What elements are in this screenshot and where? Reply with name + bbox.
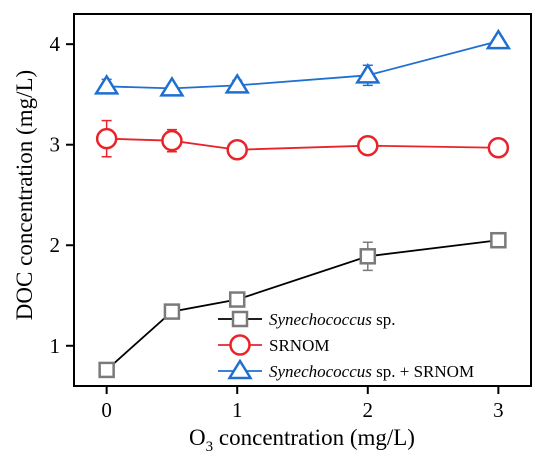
x-axis: 0 1 2 3 <box>101 386 504 422</box>
data-point-syn <box>490 231 507 249</box>
y-axis-label: DOC concentration (mg/L) <box>12 70 37 320</box>
data-point-syn <box>228 291 246 308</box>
legend-label-part: sp. + SRNOM <box>372 362 474 381</box>
data-point-srnom <box>357 134 379 157</box>
data-point-mix <box>224 73 250 94</box>
x-axis-label-prefix: O <box>189 425 206 450</box>
legend-item-srnom: SRNOM <box>218 334 329 356</box>
x-axis-label: O3 concentration (mg/L) <box>189 425 415 455</box>
y-tick-label: 3 <box>50 133 61 157</box>
plot-border <box>73 13 532 387</box>
series-syn <box>98 231 507 379</box>
series-line-mix <box>106 40 499 90</box>
series-layer <box>93 28 512 379</box>
legend-label-part: Synechococcus <box>269 362 372 381</box>
x-tick-label: 3 <box>493 398 504 422</box>
data-point-syn <box>98 361 115 379</box>
legend-label-part: SRNOM <box>269 336 329 355</box>
data-point-srnom <box>487 136 510 159</box>
legend-label-mix: Synechococcus sp. + SRNOM <box>269 362 474 381</box>
legend-marker-srnom <box>229 334 251 356</box>
data-point-syn <box>359 248 377 265</box>
legend-label-part: Synechococcus <box>269 310 372 329</box>
data-point-srnom <box>161 129 183 152</box>
y-tick-label: 4 <box>50 32 61 56</box>
x-tick-label: 1 <box>232 398 243 422</box>
y-tick-label: 1 <box>50 334 61 358</box>
x-axis-label-subscript: 3 <box>206 439 214 455</box>
legend-label-part: sp. <box>372 310 396 329</box>
data-point-syn <box>163 303 181 320</box>
y-axis: 1 2 3 4 <box>50 32 74 358</box>
plot-frame <box>73 13 532 387</box>
legend-marker-syn <box>231 310 249 328</box>
x-tick-label: 0 <box>101 398 112 422</box>
legend-marker-mix <box>227 358 253 380</box>
data-point-mix <box>485 28 512 50</box>
data-point-mix <box>159 76 185 97</box>
data-point-srnom <box>226 138 248 161</box>
data-point-mix <box>93 74 120 95</box>
y-tick-label: 2 <box>50 233 61 257</box>
legend: Synechococcus sp. SRNOM Synechococcus sp. … <box>218 310 474 381</box>
data-point-mix <box>355 62 381 84</box>
legend-item-syn: Synechococcus sp. <box>218 310 396 329</box>
legend-item-mix: Synechococcus sp. + SRNOM <box>218 358 474 381</box>
legend-label-syn: Synechococcus sp. <box>269 310 396 329</box>
series-srnom <box>95 119 510 161</box>
x-axis-label-suffix: concentration (mg/L) <box>213 425 415 450</box>
data-point-srnom <box>95 127 118 150</box>
x-tick-label: 2 <box>363 398 374 422</box>
legend-label-srnom: SRNOM <box>269 336 329 355</box>
series-mix <box>93 28 512 97</box>
